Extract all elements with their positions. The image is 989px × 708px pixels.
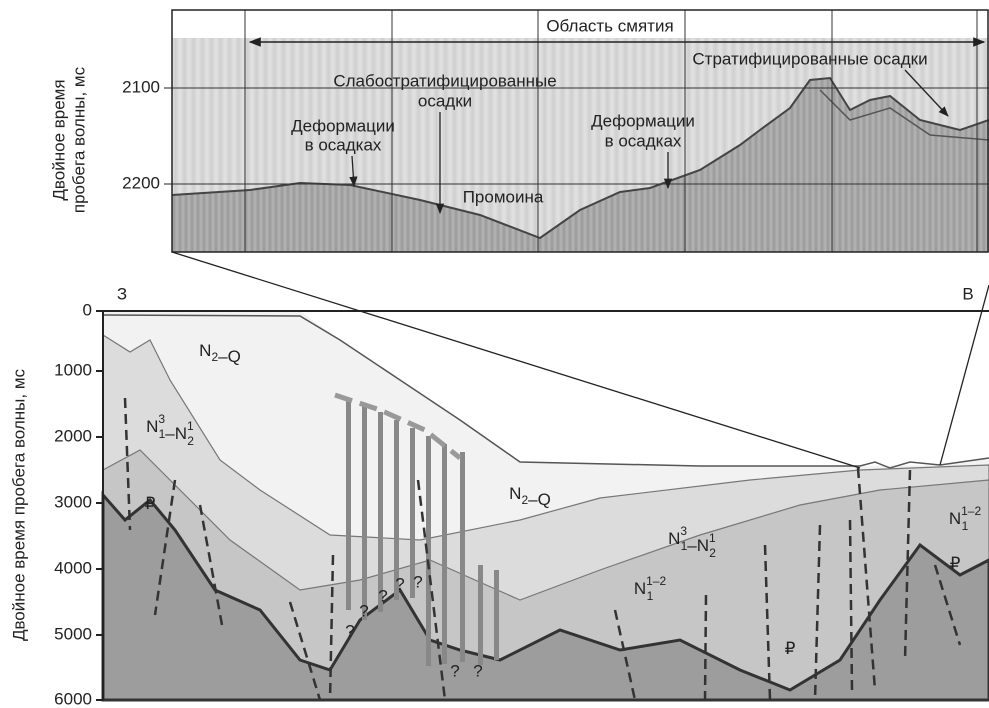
y-tick-label: 2000	[54, 426, 92, 445]
figure: Двойное времяпробега волны, мс 2100 2200 Об…	[0, 0, 989, 708]
unit-sub: 1	[647, 589, 654, 603]
question-mark: ?	[473, 661, 482, 680]
unit-text: –N	[165, 424, 187, 443]
y-axis-label: Двойное время пробега волны, мс	[9, 368, 28, 641]
annotation: осадки	[418, 91, 472, 110]
question-mark: ?	[359, 601, 368, 620]
question-mark: ?	[345, 621, 354, 640]
annotation: в осадках	[305, 135, 382, 154]
unit-text: ₽	[785, 639, 796, 658]
unit-sup: 1	[187, 419, 194, 433]
annotation: в осадках	[605, 131, 682, 150]
unit-text: –Q	[528, 490, 551, 509]
section	[103, 252, 989, 700]
y-tick-label: 6000	[54, 689, 92, 708]
unit-text: –N	[687, 536, 709, 555]
unit-text: N	[199, 341, 211, 360]
y-tick-label: 4000	[54, 558, 92, 577]
annotation: Деформации	[591, 111, 695, 130]
direction-label: З	[117, 284, 127, 303]
unit-text: N	[634, 579, 646, 598]
unit-text: N	[146, 417, 158, 436]
y-tick-label: 2200	[122, 173, 160, 192]
unit-sub: 2	[709, 546, 716, 560]
unit-text: ₽	[145, 494, 156, 513]
y-tick-label: 5000	[54, 624, 92, 643]
unit-text: N	[949, 509, 961, 528]
annotation: Промоина	[463, 187, 544, 206]
unit-text: –Q	[218, 347, 241, 366]
annotation: Стратифицированные осадки	[692, 49, 927, 68]
question-mark: ?	[378, 586, 387, 605]
y-tick-label: 3000	[54, 492, 92, 511]
unit-text: N	[668, 529, 680, 548]
annotation: Слабостратифицированные	[333, 71, 556, 90]
y-tick-label: 0	[83, 300, 92, 319]
y-axis-label: пробега волны, мс	[69, 66, 88, 213]
unit-label: ₽	[785, 639, 796, 658]
question-mark: ?	[413, 572, 422, 591]
direction-label: В	[962, 284, 973, 303]
unit-text: ₽	[950, 554, 961, 573]
y-tick-label: 2100	[122, 77, 160, 96]
unit-sup: 1–2	[961, 504, 981, 518]
annotation: Область смятия	[546, 16, 673, 35]
unit-label: ₽	[145, 494, 156, 513]
unit-label: ₽	[950, 554, 961, 573]
y-axis-label: Двойное время	[49, 79, 68, 200]
y-tick-label: 1000	[54, 360, 92, 379]
question-mark: ?	[395, 574, 404, 593]
unit-sub: 2	[187, 434, 194, 448]
unit-sub: 1	[962, 519, 969, 533]
unit-text: N	[509, 484, 521, 503]
unit-sup: 1–2	[646, 574, 666, 588]
unit-sup: 1	[709, 531, 716, 545]
annotation: Деформации	[291, 116, 395, 135]
question-mark: ?	[450, 661, 459, 680]
